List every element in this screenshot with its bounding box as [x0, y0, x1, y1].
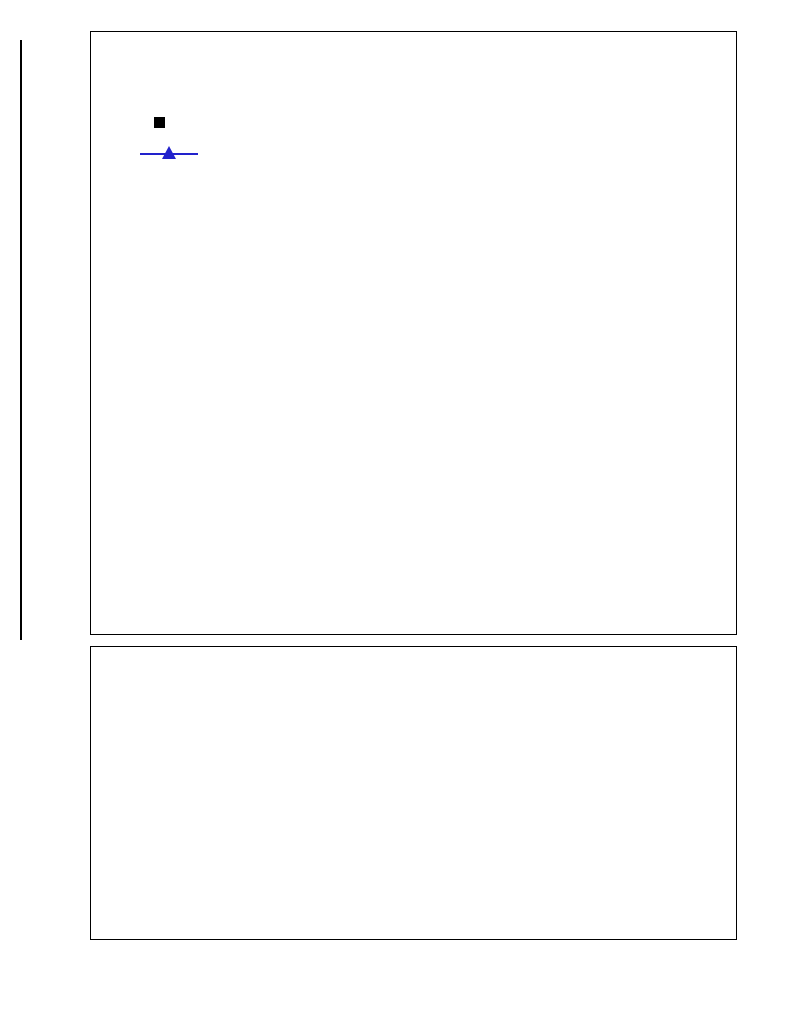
legend-symbol-square: [140, 112, 200, 132]
main-plot-frame: [90, 31, 737, 635]
ratio-plot-canvas: [91, 647, 735, 938]
ratio-plot-frame: [90, 646, 737, 940]
header: [0, 2, 786, 30]
y-axis-fraction-bar-outer: [20, 40, 22, 640]
legend-symbol-triangle-line: [140, 143, 200, 163]
